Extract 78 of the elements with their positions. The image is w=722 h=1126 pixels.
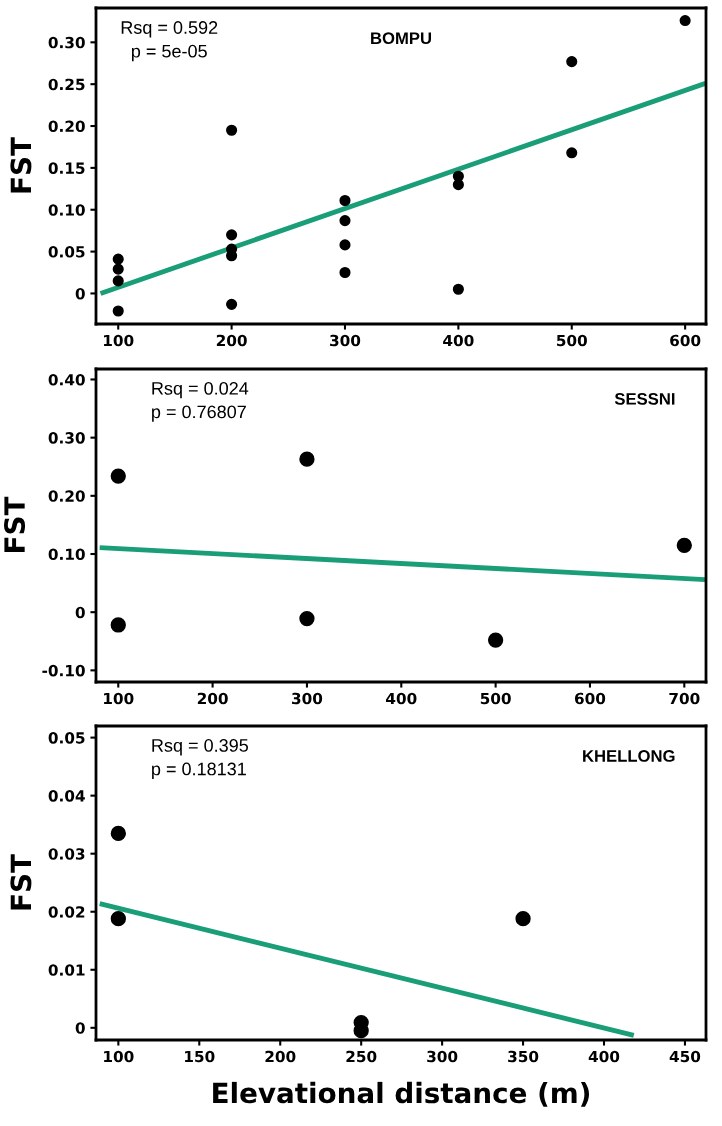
x-tick-label: 600 xyxy=(670,334,701,347)
annotation: p = 0.76807 xyxy=(152,405,246,422)
x-tick-label: 600 xyxy=(574,692,606,705)
annotation: Rsq = 0.024 xyxy=(152,382,249,399)
x-tick-label: 300 xyxy=(330,334,361,347)
point xyxy=(676,537,692,553)
x-tick-label: 300 xyxy=(292,692,323,705)
point xyxy=(112,305,124,317)
text: SESSNI xyxy=(614,392,675,405)
y-tick-label: 0.03 xyxy=(48,848,85,860)
y-axis-title: FST xyxy=(10,854,32,910)
y-tick-label: 0.20 xyxy=(48,490,85,502)
point xyxy=(339,194,351,207)
y-tick-label: 0.10 xyxy=(48,548,85,561)
y-tick-label: 0.30 xyxy=(48,432,85,444)
point xyxy=(110,617,126,633)
point xyxy=(566,56,578,68)
x-tick-label: 500 xyxy=(480,692,511,705)
x-tick-label: 400 xyxy=(588,1050,620,1063)
point xyxy=(226,124,238,136)
text: BOMPU xyxy=(371,32,431,45)
x-tick-label: 100 xyxy=(104,334,134,347)
y-tick-label: 0.25 xyxy=(48,78,85,91)
point xyxy=(566,147,578,159)
x-tick-label: 700 xyxy=(669,692,700,705)
point xyxy=(226,229,238,241)
x-tick-label: 350 xyxy=(508,1050,539,1063)
y-tick-label: 0.20 xyxy=(48,120,85,133)
annotation: Rsq = 0.592 xyxy=(121,21,218,38)
x-tick-label: 500 xyxy=(556,334,587,347)
x-tick-label: 400 xyxy=(386,692,417,705)
point xyxy=(112,253,124,265)
x-tick-label: 200 xyxy=(216,334,247,347)
point xyxy=(452,179,464,191)
x-tick-label: 400 xyxy=(443,334,474,347)
point xyxy=(299,451,315,467)
point xyxy=(112,263,124,275)
point xyxy=(487,632,504,648)
y-tick-label: 0 xyxy=(75,287,85,300)
point xyxy=(112,275,124,287)
point xyxy=(110,825,126,842)
y-tick-label: -0.10 xyxy=(42,664,85,677)
point xyxy=(299,610,315,627)
x-tick-label: 450 xyxy=(669,1050,701,1063)
x-tick-label: 150 xyxy=(185,1050,215,1063)
annotation: Rsq = 0.395 xyxy=(152,739,249,756)
y-tick-label: 0.15 xyxy=(48,162,85,174)
point xyxy=(226,298,238,310)
y-tick-label: 0.05 xyxy=(48,732,85,744)
point xyxy=(679,15,691,27)
y-tick-label: 0.10 xyxy=(48,204,85,216)
point xyxy=(110,468,126,484)
x-tick-label: 200 xyxy=(265,1050,296,1063)
x-tick-label: 100 xyxy=(104,1050,134,1063)
x-tick-label: 300 xyxy=(427,1050,458,1063)
x-tick-label: 250 xyxy=(346,1050,377,1063)
y-tick-label: 0.04 xyxy=(48,790,85,802)
point xyxy=(452,283,464,295)
annotation: p = 0.18131 xyxy=(152,762,246,779)
x-tick-label: 100 xyxy=(104,692,134,705)
point xyxy=(110,911,126,927)
y-axis-title: FST xyxy=(10,137,32,193)
y-tick-label: 0.05 xyxy=(48,246,85,258)
y-axis-title: FST xyxy=(4,496,26,552)
x-axis-title: Elevational distance (m) xyxy=(213,1081,590,1107)
point xyxy=(339,215,351,227)
text: KHELLONG xyxy=(583,750,675,762)
y-tick-label: 0.01 xyxy=(48,964,85,976)
point xyxy=(339,266,351,279)
y-tick-label: 0 xyxy=(75,606,85,619)
x-tick-label: 200 xyxy=(197,692,228,705)
y-tick-label: 0.02 xyxy=(48,906,85,918)
y-tick-label: 0.40 xyxy=(48,373,85,386)
point xyxy=(515,911,531,927)
point xyxy=(339,239,351,251)
y-tick-label: 0 xyxy=(75,1022,85,1034)
y-tick-label: 0.30 xyxy=(48,36,85,49)
annotation: p = 5e-05 xyxy=(131,44,207,62)
